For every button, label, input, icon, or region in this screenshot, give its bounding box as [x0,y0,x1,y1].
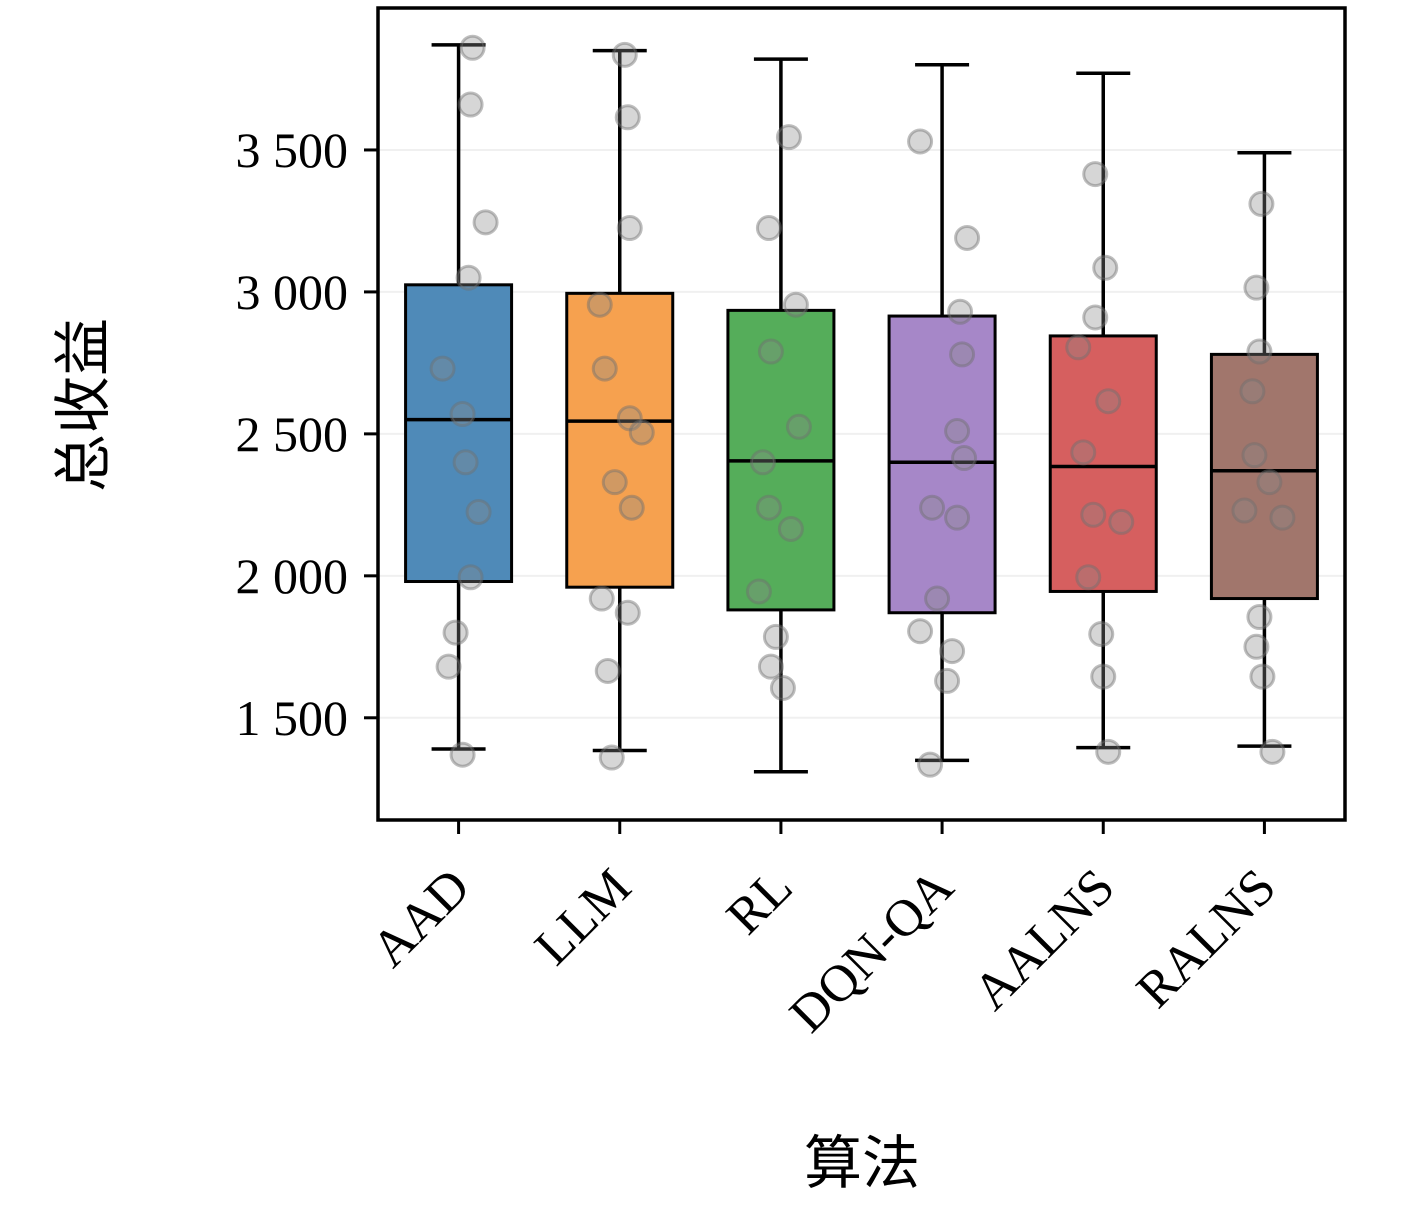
x-tick-label-DQN-QA: DQN-QA [779,858,965,1044]
data-point [588,585,615,612]
data-point [755,494,782,521]
y-tick-label: 2 000 [236,548,349,604]
data-point [614,104,641,131]
data-point [785,413,812,440]
x-tick-label-RL: RL [716,858,803,945]
y-tick-label: 3 000 [236,264,349,320]
data-point [1092,254,1119,281]
data-point [939,638,966,665]
data-point [601,469,628,496]
data-point [924,585,951,612]
data-point [1256,469,1283,496]
y-axis-label: 总收益 [51,317,116,493]
data-point [1090,663,1117,690]
data-point [944,418,971,445]
data-point [782,291,809,318]
data-point [611,41,638,68]
data-point [1243,633,1270,660]
data-point [628,419,655,446]
data-point [1065,334,1092,361]
data-point [919,494,946,521]
data-point [586,291,613,318]
data-point [616,215,643,242]
data-point [1259,738,1286,765]
data-point [614,599,641,626]
data-point [907,128,934,155]
box-AAD [404,283,514,584]
data-point [1246,338,1273,365]
data-point [944,504,971,531]
data-point [1241,442,1268,469]
data-point [745,578,772,605]
data-point [762,623,789,650]
data-point [465,498,492,525]
data-point [435,653,462,680]
data-point [457,564,484,591]
data-point [616,405,643,432]
x-tick-label-AAD: AAD [361,858,481,978]
data-point [951,445,978,472]
data-point [1239,378,1266,405]
data-point [1082,304,1109,331]
x-tick-label-LLM: LLM [524,858,642,976]
x-tick-label-AALNS: AALNS [963,858,1126,1021]
data-point [907,618,934,645]
data-point [777,515,804,542]
data-point [442,619,469,646]
data-point [1080,501,1107,528]
y-tick-label: 2 500 [236,406,349,462]
y-tick-label: 3 500 [236,122,349,178]
data-point [1246,604,1273,630]
data-point [949,341,976,368]
data-point [934,667,961,694]
box-AALNS [1048,334,1158,593]
box-RALNS [1209,352,1319,601]
data-point [1231,497,1258,524]
data-point [455,264,482,291]
y-tick-label: 1 500 [236,690,349,746]
data-point [449,401,476,427]
data-point [1082,161,1109,188]
data-point [1088,621,1115,648]
data-point [452,449,479,476]
data-point [1243,274,1270,301]
data-point [775,124,802,151]
plot-frame [376,6,1347,822]
data-point [429,355,456,382]
data-point [618,494,645,521]
data-point [1095,388,1122,415]
data-point [459,34,486,61]
data-point [1095,738,1122,765]
data-point [749,449,776,476]
x-tick-label-RALNS: RALNS [1126,858,1287,1019]
data-point [591,355,618,382]
data-point [757,653,784,680]
box-LLM [565,291,675,589]
data-point [594,657,621,684]
data-point [757,338,784,365]
data-point [769,674,796,701]
data-point [1269,504,1296,531]
data-point [598,744,625,771]
data-point [1075,564,1102,591]
data-point [449,741,476,768]
data-point [947,298,974,325]
x-axis-label: 算法 [803,1131,921,1196]
data-point [472,209,499,236]
box-DQN-QA [887,314,997,615]
data-point [917,751,944,778]
data-point [1070,439,1097,466]
data-point [755,215,782,242]
data-point [1108,508,1135,535]
data-point [457,91,484,118]
data-point [1249,663,1276,690]
data-point [954,224,981,251]
data-point [1248,190,1275,217]
